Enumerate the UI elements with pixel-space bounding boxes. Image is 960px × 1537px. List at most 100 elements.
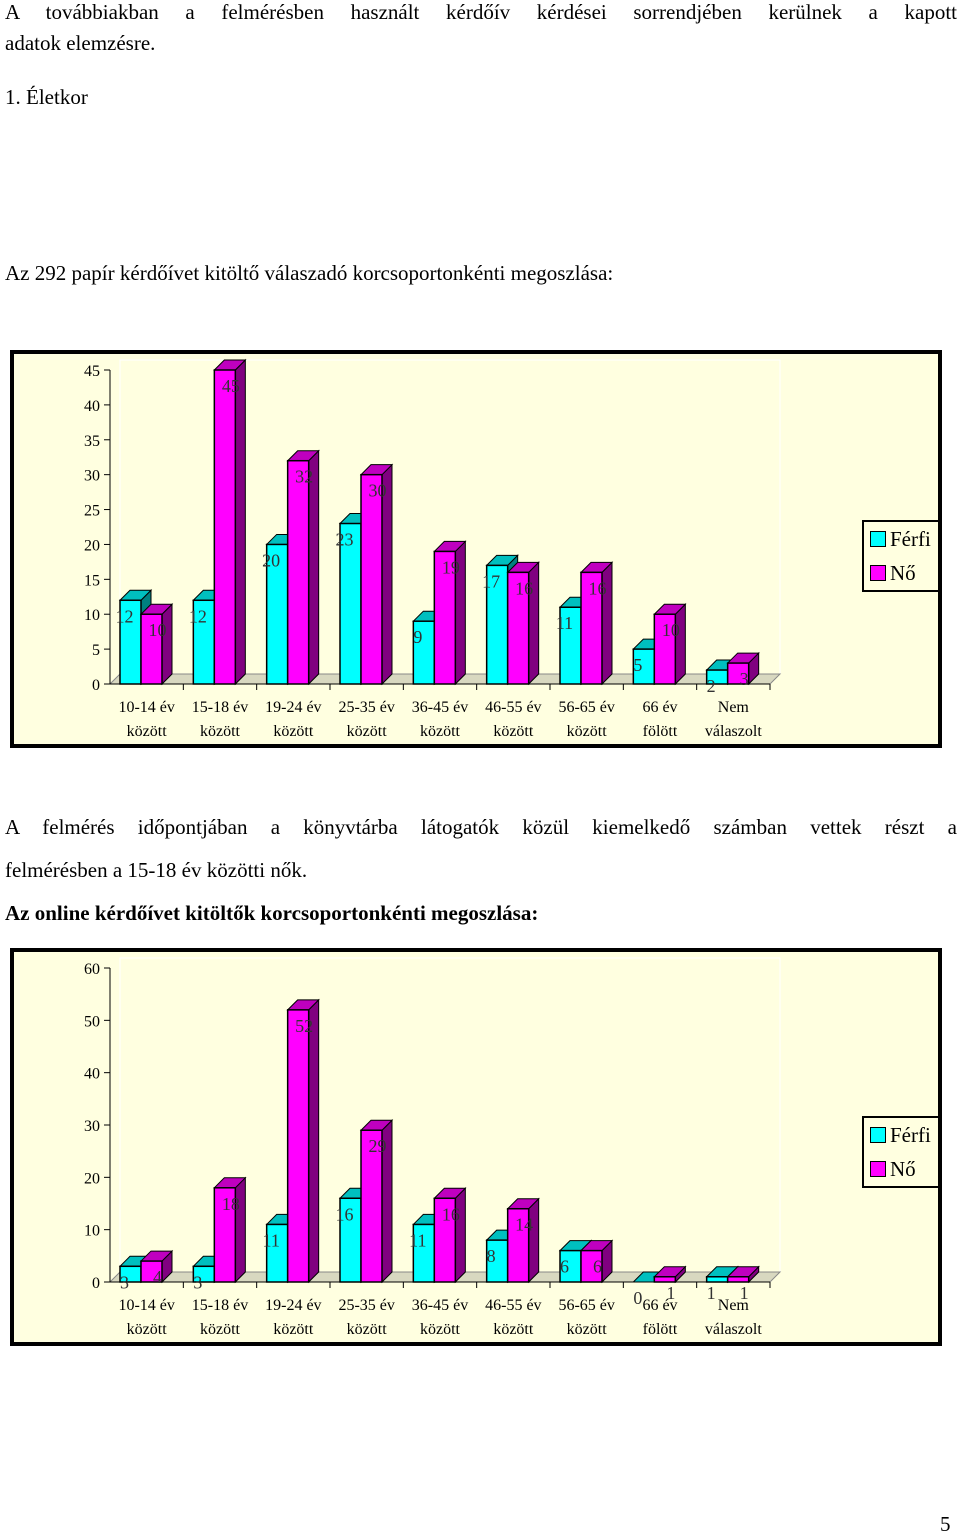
- bar-value-label: 18: [222, 1194, 240, 1214]
- x-tick-label: között: [493, 1321, 534, 1338]
- bar-value-label: 32: [295, 467, 313, 487]
- bar-female: [286, 459, 310, 685]
- bar-female: [286, 1009, 310, 1283]
- x-tick-label: 46-55 év: [485, 699, 541, 716]
- bar-value-label: 1: [707, 1283, 716, 1303]
- bar-value-label: 12: [189, 606, 207, 626]
- y-tick-label: 25: [84, 503, 100, 520]
- bar-female: [653, 1276, 677, 1283]
- legend-swatch-female: [870, 1161, 886, 1177]
- x-tick-label: között: [273, 1321, 314, 1338]
- bar-female: [213, 1187, 237, 1283]
- x-tick-label: között: [347, 1321, 388, 1338]
- bar-value-label: 16: [515, 578, 533, 598]
- bar-female: [726, 1276, 750, 1283]
- bar-male: [705, 1276, 729, 1283]
- bar-value-label: 29: [369, 1136, 387, 1156]
- bar-value-label: 16: [336, 1204, 354, 1224]
- bar-female: [140, 613, 163, 685]
- finding-line-2: felmérésben a 15-18 év közötti nők.: [5, 858, 308, 882]
- bar-female: [580, 571, 603, 685]
- x-tick-label: 15-18 év: [192, 699, 248, 716]
- finding-line-1: A felmérés időpontjában a könyvtárba lát…: [5, 815, 957, 839]
- x-tick-label: válaszolt: [705, 723, 762, 740]
- y-tick-label: 30: [84, 1118, 100, 1135]
- bar-side: [454, 1187, 466, 1284]
- x-tick-label: 10-14 év: [118, 699, 174, 716]
- bar-value-label: 11: [409, 1230, 426, 1250]
- bar-value-label: 10: [149, 620, 167, 640]
- x-tick-label: Nem: [718, 699, 750, 716]
- x-tick-label: 10-14 év: [118, 1297, 174, 1314]
- y-tick-label: 30: [84, 468, 100, 485]
- online-age-chart: 0 10 20 30 40 50 60 10-14 év között 3 4 15-18 év köz…: [10, 948, 942, 1346]
- bar-value-label: 20: [262, 550, 280, 570]
- x-tick-label: 36-45 év: [412, 699, 468, 716]
- x-tick-label: között: [127, 723, 168, 740]
- bar-side: [674, 603, 686, 686]
- bar-value-label: 6: [560, 1257, 569, 1277]
- bar-value-label: 2: [707, 676, 716, 696]
- x-tick-label: között: [347, 723, 388, 740]
- x-tick-label: között: [567, 1321, 608, 1338]
- bar-female: [433, 550, 457, 685]
- bar-value-label: 11: [556, 613, 573, 633]
- bar-value-label: 11: [262, 1230, 279, 1250]
- online-chart-legend: Férfi Nő: [862, 1116, 940, 1188]
- x-tick-label: fölött: [643, 1321, 678, 1338]
- x-tick-label: 19-24 év: [265, 699, 321, 716]
- y-tick-label: 10: [84, 607, 100, 624]
- y-tick-label: 10: [84, 1223, 100, 1240]
- y-tick-label: 0: [92, 1275, 100, 1292]
- bar-value-label: 10: [662, 620, 680, 640]
- x-tick-label: 66 év: [642, 1297, 677, 1314]
- bar-value-label: 5: [633, 655, 642, 675]
- bar-value-label: 8: [487, 1246, 496, 1266]
- x-tick-label: között: [420, 1321, 461, 1338]
- y-tick-label: 40: [84, 1066, 100, 1083]
- bar-value-label: 3: [193, 1272, 202, 1292]
- x-tick-label: Nem: [718, 1297, 750, 1314]
- x-tick-label: 25-35 év: [338, 699, 394, 716]
- x-tick-label: válaszolt: [705, 1321, 762, 1338]
- bar-female: [506, 571, 530, 685]
- legend-label-male: Férfi: [890, 527, 931, 551]
- y-tick-label: 15: [84, 572, 100, 589]
- bar-female: [213, 369, 237, 685]
- y-tick-label: 45: [84, 363, 100, 380]
- legend-item-female: Nő: [870, 556, 938, 590]
- bar-side: [161, 603, 173, 686]
- y-tick-label: 60: [84, 961, 100, 978]
- bar-value-label: 6: [593, 1257, 602, 1277]
- bar-side: [234, 358, 246, 686]
- page-number: 5: [940, 1512, 951, 1536]
- y-tick-label: 20: [84, 1170, 100, 1187]
- bar-value-label: 4: [153, 1267, 162, 1287]
- bar-value-label: 9: [413, 627, 422, 647]
- section-heading: 1. Életkor: [5, 85, 88, 109]
- paper-chart-legend: Férfi Nő: [862, 520, 940, 592]
- bar-value-label: 30: [369, 481, 387, 501]
- x-tick-label: 25-35 év: [338, 1297, 394, 1314]
- bar-value-label: 12: [116, 606, 134, 626]
- legend-swatch-male: [870, 531, 886, 547]
- bar-value-label: 17: [482, 571, 500, 591]
- intro-line-2: adatok elemzésre.: [5, 31, 156, 55]
- bar-value-label: 16: [442, 1204, 460, 1224]
- x-tick-label: 56-65 év: [558, 1297, 614, 1314]
- x-tick-label: 36-45 év: [412, 1297, 468, 1314]
- legend-item-male: Férfi: [870, 522, 938, 556]
- legend-item-male: Férfi: [870, 1118, 938, 1152]
- bar-female: [433, 1197, 457, 1283]
- bar-value-label: 1: [666, 1283, 675, 1303]
- x-tick-label: 15-18 év: [192, 1297, 248, 1314]
- x-tick-label: között: [493, 723, 534, 740]
- bar-side: [528, 1197, 540, 1284]
- bar-value-label: 45: [222, 376, 240, 396]
- legend-label-male: Férfi: [890, 1123, 931, 1147]
- legend-swatch-female: [870, 565, 886, 581]
- bar-female: [580, 1249, 603, 1283]
- x-tick-label: 46-55 év: [485, 1297, 541, 1314]
